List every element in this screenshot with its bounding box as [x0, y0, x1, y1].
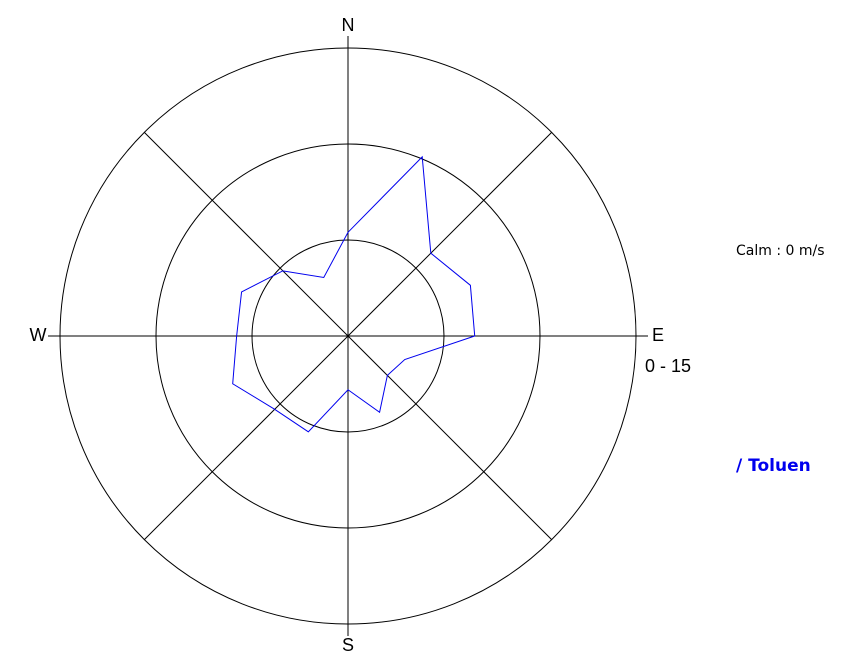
direction-label: N — [342, 15, 355, 35]
spoke — [143, 335, 349, 541]
calm-label: Calm : 0 m/s — [736, 243, 825, 259]
grid-circle — [251, 239, 445, 433]
direction-label: S — [342, 635, 354, 655]
spoke — [143, 131, 349, 337]
spoke — [347, 335, 553, 541]
grid-circle — [59, 47, 637, 625]
spoke — [347, 131, 553, 337]
rose-line — [232, 155, 476, 433]
legend-entry: / Toluen — [736, 456, 811, 476]
grid-circle — [155, 143, 541, 529]
range-label: 0 - 15 — [645, 356, 691, 376]
direction-label: E — [652, 325, 664, 345]
direction-label: W — [30, 325, 47, 345]
